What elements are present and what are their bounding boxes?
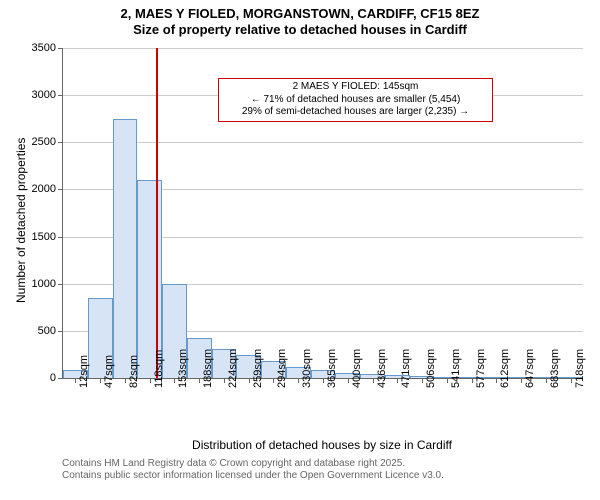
y-tick-label: 1000 xyxy=(16,278,56,290)
x-tick-mark xyxy=(397,378,398,383)
y-tick-label: 2500 xyxy=(16,136,56,148)
x-tick-label: 153sqm xyxy=(177,349,189,388)
annotation-line-2: ← 71% of detached houses are smaller (5,… xyxy=(223,94,488,107)
annotation-line-3: 29% of semi-detached houses are larger (… xyxy=(223,106,488,119)
footer-line-1: Contains HM Land Registry data © Crown c… xyxy=(62,458,444,470)
y-tick-label: 3500 xyxy=(16,42,56,54)
histogram-bar xyxy=(137,180,162,378)
x-tick-label: 577sqm xyxy=(475,349,487,388)
highlight-marker-line xyxy=(156,48,158,378)
x-tick-label: 436sqm xyxy=(376,349,388,388)
y-tick-label: 500 xyxy=(16,325,56,337)
x-tick-mark xyxy=(199,378,200,383)
x-tick-label: 259sqm xyxy=(252,349,264,388)
title-line-2: Size of property relative to detached ho… xyxy=(0,22,600,38)
y-tick-mark xyxy=(58,331,63,332)
x-tick-mark xyxy=(373,378,374,383)
x-tick-mark xyxy=(496,378,497,383)
x-tick-mark xyxy=(447,378,448,383)
x-tick-mark xyxy=(521,378,522,383)
annotation-box: 2 MAES Y FIOLED: 145sqm← 71% of detached… xyxy=(218,78,493,122)
gridline xyxy=(63,142,583,143)
x-tick-mark xyxy=(273,378,274,383)
x-tick-label: 365sqm xyxy=(326,349,338,388)
x-tick-label: 506sqm xyxy=(425,349,437,388)
y-tick-label: 1500 xyxy=(16,231,56,243)
x-axis-label: Distribution of detached houses by size … xyxy=(62,438,582,452)
x-tick-mark xyxy=(323,378,324,383)
x-tick-label: 47sqm xyxy=(103,355,115,388)
x-tick-mark xyxy=(224,378,225,383)
x-tick-mark xyxy=(546,378,547,383)
y-tick-mark xyxy=(58,284,63,285)
x-tick-mark xyxy=(472,378,473,383)
x-tick-mark xyxy=(571,378,572,383)
x-tick-mark xyxy=(100,378,101,383)
x-tick-mark xyxy=(348,378,349,383)
x-tick-label: 188sqm xyxy=(202,349,214,388)
histogram-bar xyxy=(113,119,138,378)
footer-attribution: Contains HM Land Registry data © Crown c… xyxy=(62,458,444,482)
y-tick-mark xyxy=(58,378,63,379)
plot-area: 2 MAES Y FIOLED: 145sqm← 71% of detached… xyxy=(62,48,583,379)
y-tick-label: 2000 xyxy=(16,183,56,195)
y-tick-mark xyxy=(58,142,63,143)
x-tick-label: 12sqm xyxy=(78,355,90,388)
y-tick-mark xyxy=(58,189,63,190)
x-tick-mark xyxy=(150,378,151,383)
footer-line-2: Contains public sector information licen… xyxy=(62,470,444,482)
x-tick-label: 718sqm xyxy=(574,349,586,388)
y-tick-label: 3000 xyxy=(16,89,56,101)
gridline xyxy=(63,48,583,49)
y-tick-mark xyxy=(58,237,63,238)
x-tick-label: 82sqm xyxy=(128,355,140,388)
x-tick-label: 400sqm xyxy=(351,349,363,388)
x-tick-label: 294sqm xyxy=(276,349,288,388)
x-tick-label: 330sqm xyxy=(301,349,313,388)
x-tick-label: 471sqm xyxy=(400,349,412,388)
x-tick-label: 541sqm xyxy=(450,349,462,388)
x-tick-label: 683sqm xyxy=(549,349,561,388)
x-tick-mark xyxy=(174,378,175,383)
x-tick-label: 118sqm xyxy=(153,350,165,388)
chart-title-block: 2, MAES Y FIOLED, MORGANSTOWN, CARDIFF, … xyxy=(0,0,600,37)
x-tick-label: 224sqm xyxy=(227,349,239,388)
x-tick-mark xyxy=(298,378,299,383)
x-tick-label: 612sqm xyxy=(499,349,511,388)
x-tick-mark xyxy=(125,378,126,383)
title-line-1: 2, MAES Y FIOLED, MORGANSTOWN, CARDIFF, … xyxy=(0,6,600,22)
x-tick-label: 647sqm xyxy=(524,349,536,388)
annotation-line-1: 2 MAES Y FIOLED: 145sqm xyxy=(223,81,488,94)
y-tick-mark xyxy=(58,48,63,49)
x-tick-mark xyxy=(75,378,76,383)
chart-container: 2, MAES Y FIOLED, MORGANSTOWN, CARDIFF, … xyxy=(0,0,600,500)
x-tick-mark xyxy=(249,378,250,383)
y-tick-mark xyxy=(58,95,63,96)
y-tick-label: 0 xyxy=(16,372,56,384)
x-tick-mark xyxy=(422,378,423,383)
